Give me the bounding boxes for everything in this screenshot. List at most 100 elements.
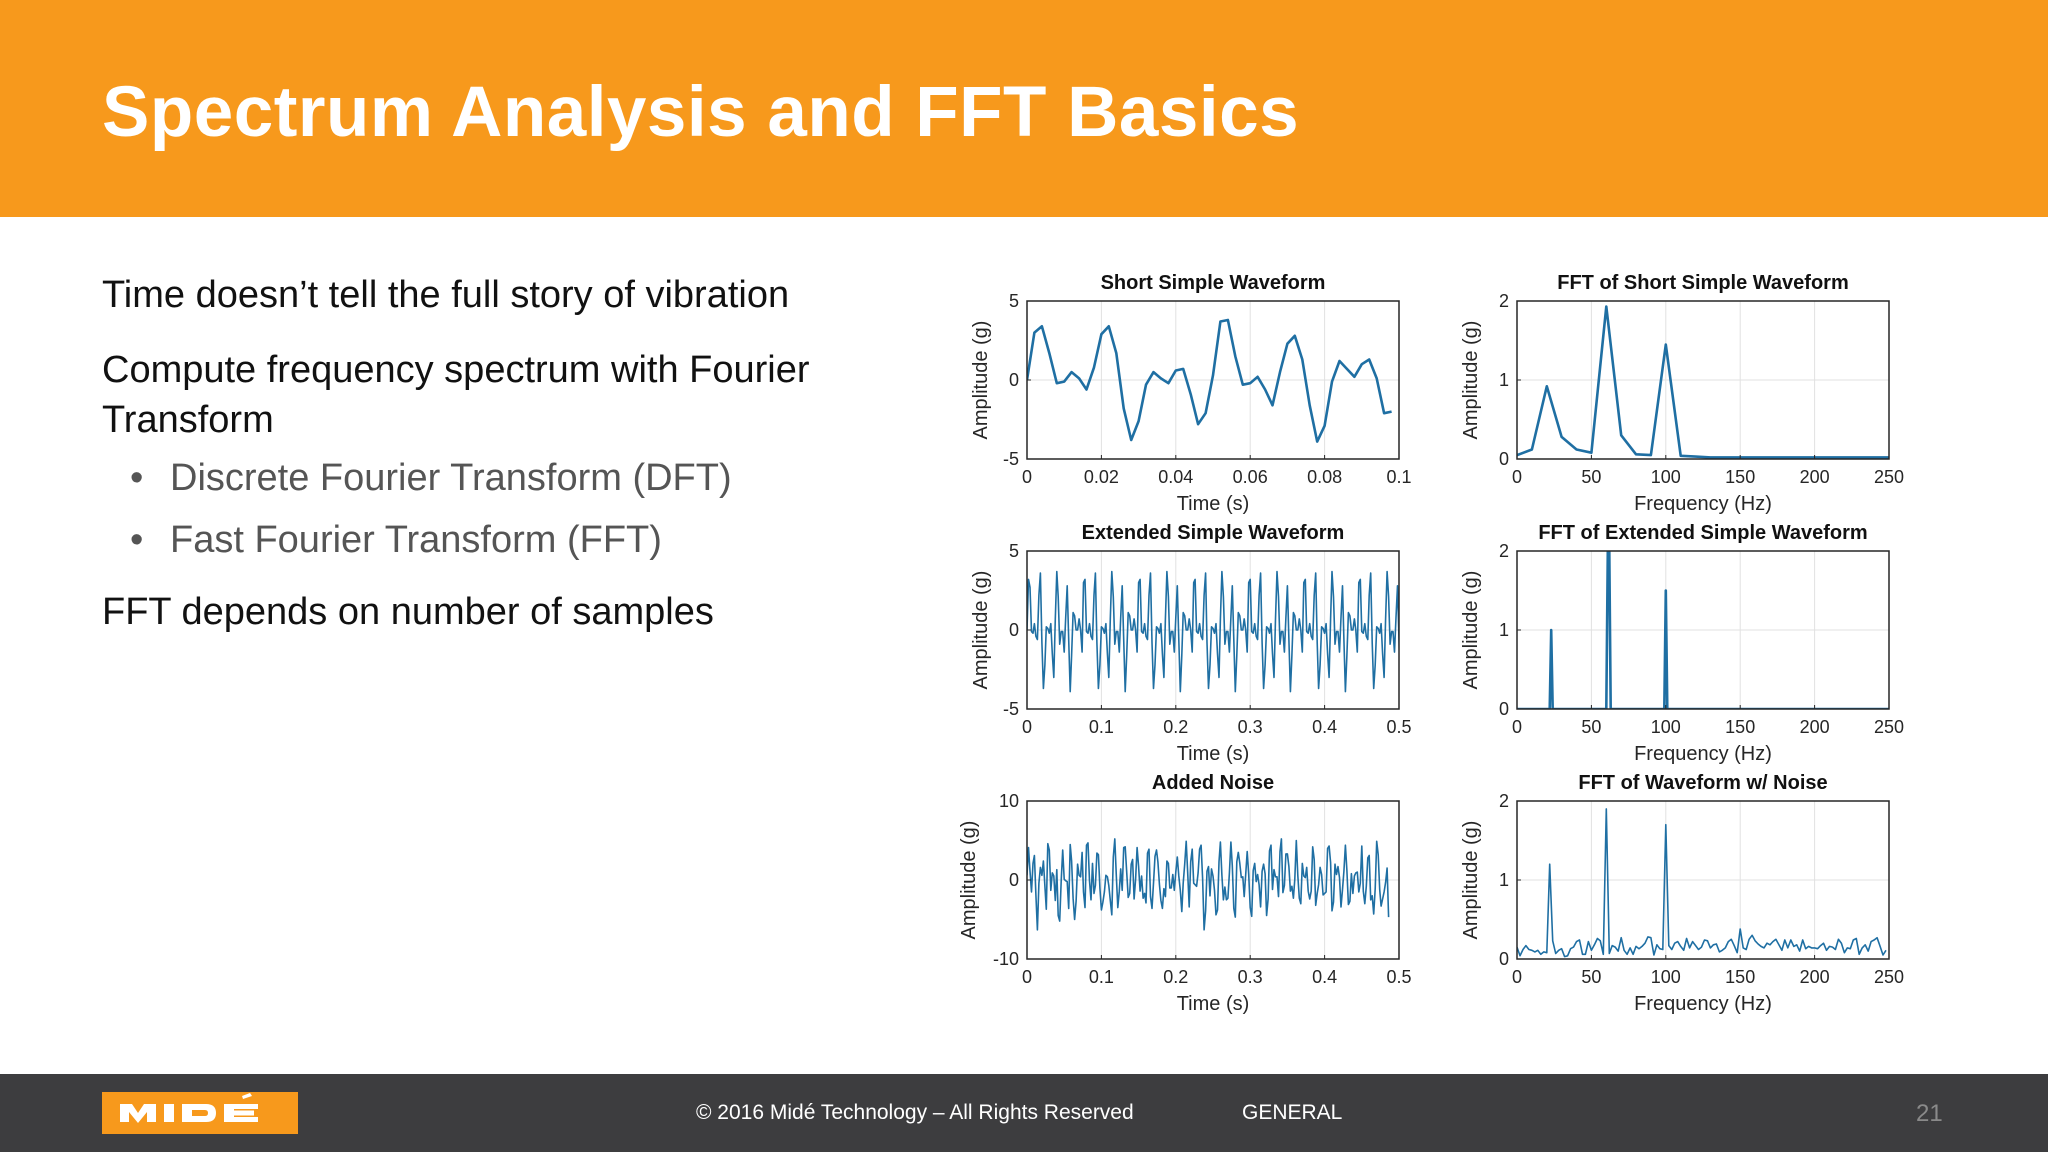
x-tick-label: 100 <box>1651 967 1681 987</box>
classification-label: GENERAL <box>1242 1101 1343 1124</box>
x-tick-label: 0.2 <box>1163 717 1188 737</box>
y-tick-label: 2 <box>1499 291 1509 311</box>
x-tick-label: 0.5 <box>1386 717 1411 737</box>
chart-panel-3: 0 50 100 150 200 250 0 1 2 FFT of Extended Simple… <box>1460 522 1904 765</box>
x-tick-label: 250 <box>1874 717 1904 737</box>
x-tick-label: 250 <box>1874 467 1904 487</box>
x-tick-label: 0.08 <box>1307 467 1342 487</box>
y-axis-label: Amplitude (g) <box>1460 821 1482 940</box>
x-axis-label: Frequency (Hz) <box>1634 743 1772 765</box>
x-tick-label: 50 <box>1581 467 1601 487</box>
y-tick-label: 2 <box>1499 541 1509 561</box>
sub-bullet-dft: • Discrete Fourier Transform (DFT) <box>102 453 882 503</box>
copyright-text: © 2016 Midé Technology – All Rights Rese… <box>696 1101 1134 1124</box>
x-tick-label: 0 <box>1512 467 1522 487</box>
y-tick-label: 1 <box>1499 620 1509 640</box>
x-tick-label: 0.4 <box>1312 717 1337 737</box>
page-number: 21 <box>1916 1100 1943 1127</box>
y-tick-label: 0 <box>1499 699 1509 719</box>
x-tick-label: 0.06 <box>1233 467 1268 487</box>
chart-title: Extended Simple Waveform <box>1082 522 1345 544</box>
y-tick-label: -5 <box>1003 449 1019 469</box>
x-axis-label: Time (s) <box>1177 993 1250 1015</box>
x-tick-label: 250 <box>1874 967 1904 987</box>
bullet-dot-icon: • <box>130 457 144 499</box>
x-tick-label: 0.5 <box>1386 967 1411 987</box>
y-tick-label: -10 <box>993 949 1019 969</box>
chart-title: FFT of Waveform w/ Noise <box>1578 772 1827 794</box>
chart-panel-5: 0 50 100 150 200 250 0 1 2 FFT of Waveform w/ Noi… <box>1460 772 1904 1015</box>
y-axis-label: Amplitude (g) <box>970 321 992 440</box>
x-tick-label: 0.4 <box>1312 967 1337 987</box>
bullet-1: Time doesn’t tell the full story of vibr… <box>102 274 790 316</box>
series-line <box>1517 305 1889 459</box>
y-tick-label: 0 <box>1009 620 1019 640</box>
series-line <box>1027 570 1399 693</box>
y-tick-label: -5 <box>1003 699 1019 719</box>
y-tick-label: 0 <box>1499 449 1509 469</box>
sub-bullet-fft-text: Fast Fourier Transform (FFT) <box>170 519 662 561</box>
x-tick-label: 0 <box>1022 717 1032 737</box>
y-tick-label: 5 <box>1009 541 1019 561</box>
y-axis-label: Amplitude (g) <box>970 571 992 690</box>
mide-logo-mark <box>120 1093 258 1123</box>
x-axis-label: Time (s) <box>1177 493 1250 515</box>
x-tick-label: 0.04 <box>1158 467 1193 487</box>
bullet-2: Compute frequency spectrum with Fourier … <box>102 349 810 441</box>
y-axis-label: Amplitude (g) <box>1460 571 1482 690</box>
slide-title: Spectrum Analysis and FFT Basics <box>102 73 1300 152</box>
x-tick-label: 150 <box>1725 967 1755 987</box>
x-axis-label: Time (s) <box>1177 743 1250 765</box>
chart-title: Short Simple Waveform <box>1101 272 1326 294</box>
series-line <box>1027 318 1392 443</box>
bullet-list: Time doesn’t tell the full story of vibr… <box>102 270 882 637</box>
x-tick-label: 0 <box>1512 717 1522 737</box>
x-tick-label: 150 <box>1725 717 1755 737</box>
title-bar: Spectrum Analysis and FFT Basics <box>0 0 2048 217</box>
mide-logo <box>102 1092 298 1134</box>
x-tick-label: 0.2 <box>1163 967 1188 987</box>
y-axis-label: Amplitude (g) <box>958 821 980 940</box>
chart-panel-1: 0 50 100 150 200 250 0 1 2 FFT of Short Simple Wa… <box>1460 272 1904 515</box>
bullet-3: FFT depends on number of samples <box>102 591 714 633</box>
x-tick-label: 200 <box>1800 967 1830 987</box>
x-tick-label: 50 <box>1581 967 1601 987</box>
x-tick-label: 50 <box>1581 717 1601 737</box>
chart-grid: 0 0.02 0.04 0.06 0.08 0.1 -5 0 5 Short Simple Wav… <box>950 262 1950 1032</box>
y-tick-label: 0 <box>1009 870 1019 890</box>
x-axis-label: Frequency (Hz) <box>1634 993 1772 1015</box>
x-tick-label: 200 <box>1800 467 1830 487</box>
x-tick-label: 0 <box>1022 967 1032 987</box>
chart-title: FFT of Short Simple Waveform <box>1557 272 1849 294</box>
x-axis-label: Frequency (Hz) <box>1634 493 1772 515</box>
x-tick-label: 0.3 <box>1238 967 1263 987</box>
x-tick-label: 200 <box>1800 717 1830 737</box>
x-tick-label: 0 <box>1022 467 1032 487</box>
bullet-dot-icon: • <box>130 519 144 561</box>
footer-bar: © 2016 Midé Technology – All Rights Rese… <box>0 1074 2048 1152</box>
series-line <box>1027 838 1390 931</box>
y-tick-label: 0 <box>1009 370 1019 390</box>
y-tick-label: 1 <box>1499 370 1509 390</box>
series-line <box>1517 551 1889 709</box>
y-tick-label: 2 <box>1499 791 1509 811</box>
y-axis-label: Amplitude (g) <box>1460 321 1482 440</box>
x-tick-label: 0.3 <box>1238 717 1263 737</box>
x-tick-label: 0.1 <box>1386 467 1411 487</box>
y-tick-label: 0 <box>1499 949 1509 969</box>
x-tick-label: 0.1 <box>1089 967 1114 987</box>
sub-bullet-dft-text: Discrete Fourier Transform (DFT) <box>170 457 732 499</box>
x-tick-label: 150 <box>1725 467 1755 487</box>
x-tick-label: 0 <box>1512 967 1522 987</box>
series-line <box>1517 808 1887 958</box>
chart-title: FFT of Extended Simple Waveform <box>1538 522 1867 544</box>
x-tick-label: 0.1 <box>1089 717 1114 737</box>
x-tick-label: 100 <box>1651 717 1681 737</box>
x-tick-label: 100 <box>1651 467 1681 487</box>
y-tick-label: 10 <box>999 791 1019 811</box>
y-tick-label: 5 <box>1009 291 1019 311</box>
